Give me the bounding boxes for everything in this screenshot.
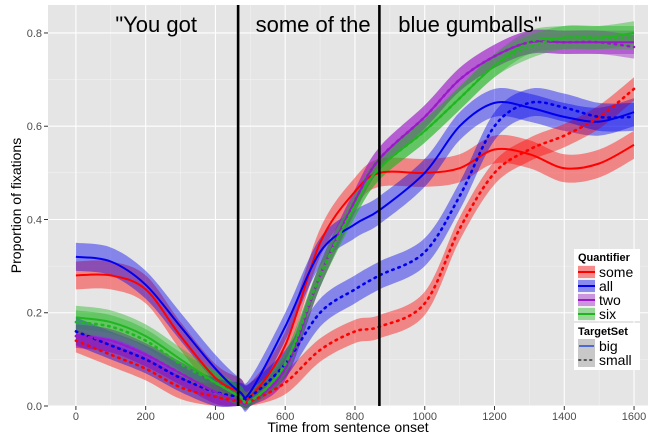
x-tick-label: 1200: [482, 411, 506, 423]
phrase-3: blue gumballs": [398, 12, 542, 37]
segment-lines: [236, 5, 381, 406]
band-some-big: [75, 130, 634, 411]
y-tick-label: 0.0: [27, 401, 42, 413]
legend-label-big: big: [599, 338, 618, 354]
x-tick-label: 1400: [552, 411, 576, 423]
y-tick-label: 0.6: [27, 121, 42, 133]
legend-label-some: some: [599, 264, 633, 280]
y-tick-label: 0.4: [27, 214, 42, 226]
y-tick-label: 0.2: [27, 308, 42, 320]
line-all-small: [74, 100, 636, 401]
band-six-big: [75, 21, 634, 409]
y-axis-title: Proportion of fixations: [8, 138, 24, 273]
x-tick-label: 400: [206, 411, 224, 423]
legend-label-all: all: [599, 278, 613, 294]
x-tick-label: 200: [136, 411, 154, 423]
legend-targetset-title: TargetSet: [578, 326, 628, 338]
legend-label-six: six: [599, 306, 616, 322]
x-tick-label: 1000: [413, 411, 437, 423]
x-tick-label: 600: [276, 411, 294, 423]
y-axis-ticks: 0.0 0.2 0.4 0.6 0.8: [27, 28, 48, 413]
x-axis-ticks: 0 200 400 600 800 1000 1200 1400 1600: [73, 406, 646, 423]
line-some-big: [75, 144, 635, 401]
legend-label-two: two: [599, 292, 621, 308]
legend-quantifier-title: Quantifier: [578, 252, 631, 264]
phrase-2: some of the: [256, 12, 371, 37]
x-axis-title: Time from sentence onset: [267, 419, 428, 435]
x-tick-label: 800: [346, 411, 364, 423]
series-lines: [74, 32, 636, 406]
phrase-1: "You got: [115, 12, 197, 37]
x-tick-label: 0: [73, 411, 79, 423]
x-tick-label: 1600: [622, 411, 646, 423]
line-two-small: [74, 39, 636, 406]
band-six-small: [75, 25, 634, 409]
band-some-small: [75, 77, 634, 407]
plot-background: [48, 5, 648, 406]
line-all-big: [75, 100, 635, 399]
y-tick-label: 0.8: [27, 28, 42, 40]
line-six-small: [74, 35, 636, 405]
phrase-labels: "You got some of the blue gumballs": [115, 12, 542, 37]
legend-label-small: small: [599, 352, 632, 368]
